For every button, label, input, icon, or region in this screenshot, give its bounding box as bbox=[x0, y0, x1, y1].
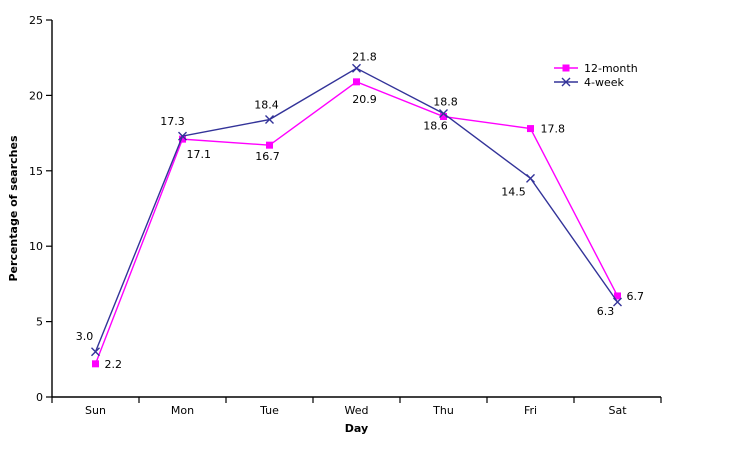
data-label-4-week: 18.4 bbox=[254, 99, 279, 112]
y-tick-label: 25 bbox=[29, 14, 43, 27]
legend-marker-12-month bbox=[562, 64, 570, 72]
x-tick-label: Mon bbox=[171, 404, 194, 417]
series-4-week-x-marker bbox=[265, 115, 274, 125]
series-12-month-square-marker bbox=[353, 78, 360, 86]
x-axis-title: Day bbox=[345, 422, 368, 435]
data-label-12-month: 17.1 bbox=[187, 148, 212, 161]
legend-item-12-month: 12-month bbox=[554, 62, 638, 75]
x-tick-label: Thu bbox=[432, 404, 454, 417]
y-axis-title: Percentage of searches bbox=[7, 135, 20, 281]
data-label-12-month: 2.2 bbox=[105, 358, 123, 371]
series-12-month-square-marker bbox=[527, 125, 534, 133]
data-label-4-week: 6.3 bbox=[597, 305, 615, 318]
x-tick-label: Fri bbox=[524, 404, 537, 417]
data-label-12-month: 18.6 bbox=[423, 120, 448, 133]
legend-item-4-week: 4-week bbox=[554, 76, 624, 89]
y-tick-label: 15 bbox=[29, 165, 43, 178]
x-tick-label: Wed bbox=[345, 404, 369, 417]
data-label-4-week: 14.5 bbox=[501, 185, 526, 198]
series-12-month-square-marker bbox=[92, 360, 99, 368]
legend-label-4-week: 4-week bbox=[584, 76, 624, 89]
series-12-month-square-marker bbox=[440, 113, 447, 121]
x-tick-label: Tue bbox=[259, 404, 279, 417]
x-tick-label: Sun bbox=[85, 404, 106, 417]
series-12-month-square-marker bbox=[614, 292, 621, 300]
y-tick-label: 20 bbox=[29, 89, 43, 102]
y-tick-label: 0 bbox=[36, 391, 43, 404]
legend-label-12-month: 12-month bbox=[584, 62, 638, 75]
data-label-12-month: 6.7 bbox=[627, 290, 645, 303]
data-label-4-week: 21.8 bbox=[352, 50, 377, 63]
series-12-month-square-marker bbox=[266, 141, 273, 149]
legend-marker-4-week bbox=[561, 77, 571, 87]
series-4-week-x-marker bbox=[91, 347, 100, 357]
y-tick-label: 5 bbox=[36, 316, 43, 329]
series-4-week-x-marker bbox=[613, 297, 622, 307]
x-tick-label: Sat bbox=[608, 404, 627, 417]
series-4-week-x-marker bbox=[439, 109, 448, 118]
y-tick-label: 10 bbox=[29, 240, 43, 253]
data-label-4-week: 18.8 bbox=[433, 95, 458, 108]
data-label-12-month: 20.9 bbox=[352, 93, 377, 106]
series-4-week-x-marker bbox=[178, 131, 187, 141]
series-12-month-square-marker bbox=[179, 135, 186, 143]
series-line-4-week bbox=[94, 67, 619, 353]
data-label-4-week: 3.0 bbox=[76, 330, 94, 343]
series-4-week-x-marker bbox=[352, 63, 361, 73]
data-label-4-week: 17.3 bbox=[160, 115, 185, 128]
data-label-12-month: 17.8 bbox=[541, 123, 566, 136]
series-4-week-x-marker bbox=[526, 173, 535, 183]
data-label-12-month: 16.7 bbox=[255, 150, 280, 163]
